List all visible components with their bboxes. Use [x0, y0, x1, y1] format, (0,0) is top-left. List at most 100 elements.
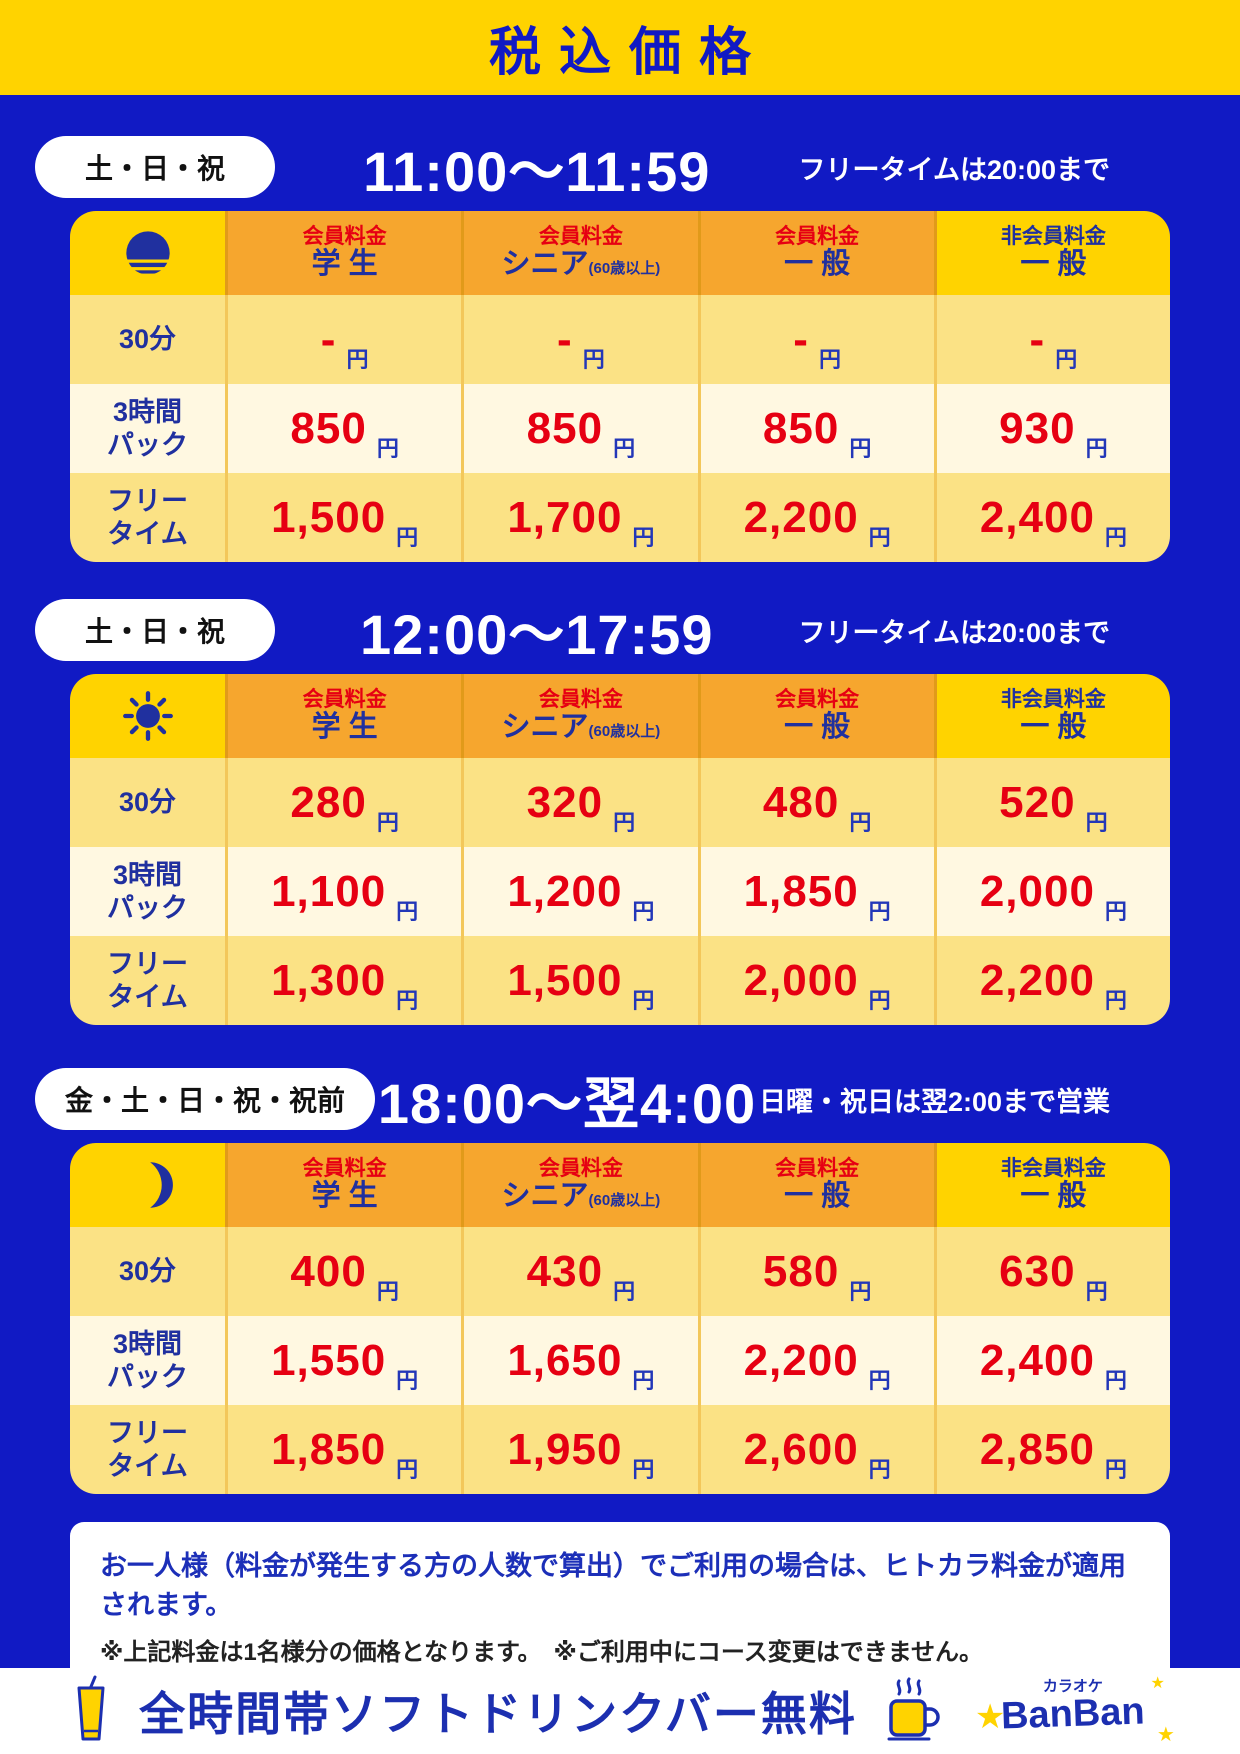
column-label-text: 学 生: [311, 1179, 378, 1212]
price-cell: 400 円: [225, 1227, 462, 1316]
price-value: 1,100: [271, 866, 387, 916]
price-cell: 1,200 円: [461, 847, 698, 936]
price-cell: 1,950 円: [461, 1405, 698, 1494]
price-cell: 2,400 円: [933, 473, 1170, 562]
yen-unit: 円: [849, 809, 872, 835]
column-type: 会員料金: [302, 224, 387, 248]
column-label: 一 般: [784, 711, 850, 744]
column-type: 会員料金: [775, 1156, 860, 1180]
price-cell: 2,850 円: [933, 1405, 1170, 1494]
price-value: 430: [526, 1246, 604, 1296]
section-head: 金・土・日・祝・祝前 18:00〜翌4:00 日曜・祝日は翌2:00まで営業: [35, 1067, 1170, 1135]
star-icon: ★: [1150, 1675, 1165, 1692]
column-label: 一 般: [1020, 247, 1087, 281]
yen-unit: 円: [868, 987, 891, 1013]
yen-unit: 円: [376, 435, 399, 461]
price-value: 2,200: [743, 492, 859, 542]
price-value: 2,400: [979, 492, 1095, 542]
price-value: 1,500: [271, 492, 387, 542]
price-value: 2,200: [743, 1335, 859, 1385]
price-value: 1,850: [743, 866, 859, 916]
banban-logo: ★ カラオケ BanBan ★ ★: [975, 1671, 1175, 1751]
column-label: 一 般: [784, 248, 850, 281]
section-note: フリータイムは20:00まで: [798, 154, 1110, 185]
yen-unit: 円: [1104, 1367, 1127, 1393]
price-cell: 2,400 円: [933, 1316, 1170, 1405]
hot-drink-icon: [885, 1677, 943, 1745]
column-label-text: 一 般: [1020, 1179, 1087, 1212]
column-label-text: 一 般: [784, 1179, 851, 1212]
yen-unit: 円: [868, 524, 891, 550]
column-type: 会員料金: [538, 687, 623, 711]
column-type: 会員料金: [775, 687, 860, 711]
price-cell: 2,000 円: [697, 936, 934, 1025]
price-cell: -円: [461, 295, 698, 384]
yen-unit: 円: [396, 987, 419, 1013]
price-cell: 1,550 円: [225, 1316, 462, 1405]
yen-unit: 円: [632, 987, 655, 1013]
row-label: 30分: [70, 295, 225, 384]
days-label: 土・日・祝: [84, 153, 225, 184]
column-label-text: 学 生: [311, 710, 378, 743]
sun-icon: [70, 674, 225, 758]
days-label: 金・土・日・祝・祝前: [65, 1085, 346, 1116]
star-icon: ★: [1156, 1724, 1175, 1746]
row-label: 3時間 パック: [70, 1316, 225, 1405]
price-value: 480: [762, 777, 840, 827]
column-header-member: 会員料金 シニア(60歳以上): [461, 674, 698, 758]
yen-unit: 円: [1085, 1278, 1108, 1304]
footer-bar: 全時間帯ソフトドリンクバー無料 ★ カラオケ BanBan ★ ★: [0, 1668, 1240, 1754]
yen-unit: 円: [396, 1456, 419, 1482]
yen-unit: 円: [396, 898, 419, 924]
column-label: 学 生: [311, 1179, 378, 1213]
price-cell: 2,000 円: [933, 847, 1170, 936]
price-value: 850: [526, 403, 604, 453]
price-cell: 1,850 円: [225, 1405, 462, 1494]
price-cell: 1,650 円: [461, 1316, 698, 1405]
column-label-text: シニア: [501, 710, 589, 743]
section-note: 日曜・祝日は翌2:00まで営業: [758, 1086, 1110, 1117]
row-label: 3時間 パック: [70, 847, 225, 936]
column-type: 会員料金: [538, 1156, 623, 1180]
price-cell: 2,200 円: [697, 473, 934, 562]
price-cell: 580 円: [697, 1227, 934, 1316]
price-value: 850: [290, 403, 367, 453]
yen-unit: 円: [396, 524, 419, 550]
yen-unit: 円: [1104, 987, 1127, 1013]
price-cell: 850 円: [461, 384, 698, 473]
column-label-text: 一 般: [1020, 247, 1087, 280]
column-header-nonmember: 非会員料金一 般: [933, 1143, 1170, 1227]
yen-unit: 円: [868, 1367, 891, 1393]
price-cell: -円: [697, 295, 934, 384]
logo-karaoke-label: カラオケ: [1042, 1678, 1103, 1695]
column-type: 会員料金: [302, 687, 387, 711]
price-value: 2,000: [979, 866, 1095, 916]
price-cell: 2,600 円: [697, 1405, 934, 1494]
price-value: 2,400: [979, 1335, 1095, 1385]
column-label: 一 般: [784, 1179, 851, 1213]
yen-unit: 円: [868, 1456, 891, 1482]
column-type: 非会員料金: [1000, 224, 1106, 248]
column-header-nonmember: 非会員料金一 般: [933, 674, 1170, 758]
price-cell: 1,100 円: [225, 847, 462, 936]
price-value: -: [320, 314, 337, 364]
row-label: 30分: [70, 758, 225, 847]
logo-brand-name: BanBan: [1000, 1690, 1146, 1738]
page-title: 税込価格: [488, 24, 769, 82]
price-cell: 850 円: [697, 384, 934, 473]
price-table-morning: 会員料金学 生 会員料金 シニア(60歳以上) 会員料金一 般 非会員料金一 般 …: [70, 211, 1170, 562]
price-value: 1,550: [271, 1335, 387, 1385]
price-value: -: [793, 314, 809, 364]
sunrise-icon: [70, 211, 225, 295]
price-value: 2,600: [743, 1424, 859, 1474]
yen-unit: 円: [613, 435, 636, 461]
column-label: 一 般: [1020, 711, 1086, 744]
price-table-daytime: 会員料金学 生 会員料金 シニア(60歳以上) 会員料金一 般 非会員料金一 般 …: [70, 674, 1170, 1025]
price-cell: 930 円: [933, 384, 1170, 473]
notice-line-hitokara: お一人様（料金が発生する方の人数で算出）でご利用の場合は、ヒトカラ料金が適用され…: [100, 1551, 1126, 1620]
price-cell: 1,500 円: [461, 936, 698, 1025]
price-value: -: [557, 314, 573, 364]
time-range: 12:00〜17:59: [360, 602, 714, 666]
footer-message: 全時間帯ソフトドリンクバー無料: [139, 1688, 857, 1740]
price-cell: 480 円: [697, 758, 934, 847]
